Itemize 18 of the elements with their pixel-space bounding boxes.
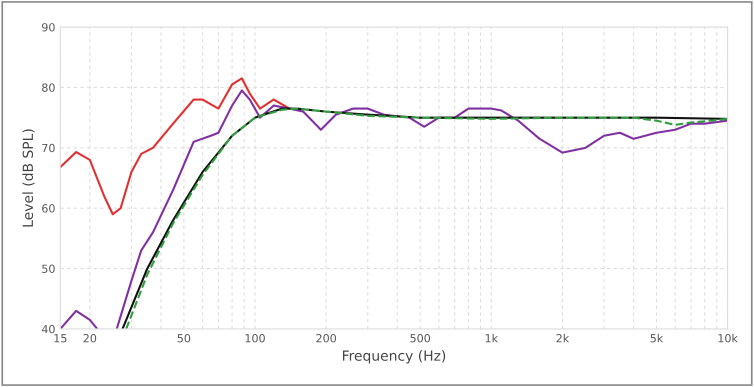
y-tick-label: 80 bbox=[42, 83, 55, 92]
x-tick-label: 10k bbox=[718, 334, 738, 342]
x-tick-label: 20 bbox=[84, 334, 96, 342]
x-tick-label: 100 bbox=[246, 334, 265, 342]
y-tick-label: 60 bbox=[42, 204, 55, 213]
y-tick-label: 70 bbox=[42, 144, 55, 152]
x-tick-label: 2k bbox=[556, 334, 570, 342]
x-tick-label: 50 bbox=[178, 334, 190, 342]
x-axis-title: Frequency (Hz) bbox=[342, 350, 446, 364]
y-tick-label: 40 bbox=[42, 324, 55, 334]
y-tick-label: 90 bbox=[42, 23, 55, 32]
x-tick-label: 15 bbox=[54, 334, 66, 342]
x-tick-label: 1k bbox=[486, 334, 498, 342]
x-tick-label: 500 bbox=[410, 334, 430, 342]
x-tick-label: 200 bbox=[316, 334, 336, 342]
y-axis-title: Level (dB SPL) bbox=[22, 129, 35, 226]
y-tick-label: 50 bbox=[42, 264, 55, 273]
x-tick-label: 5k bbox=[650, 334, 664, 342]
